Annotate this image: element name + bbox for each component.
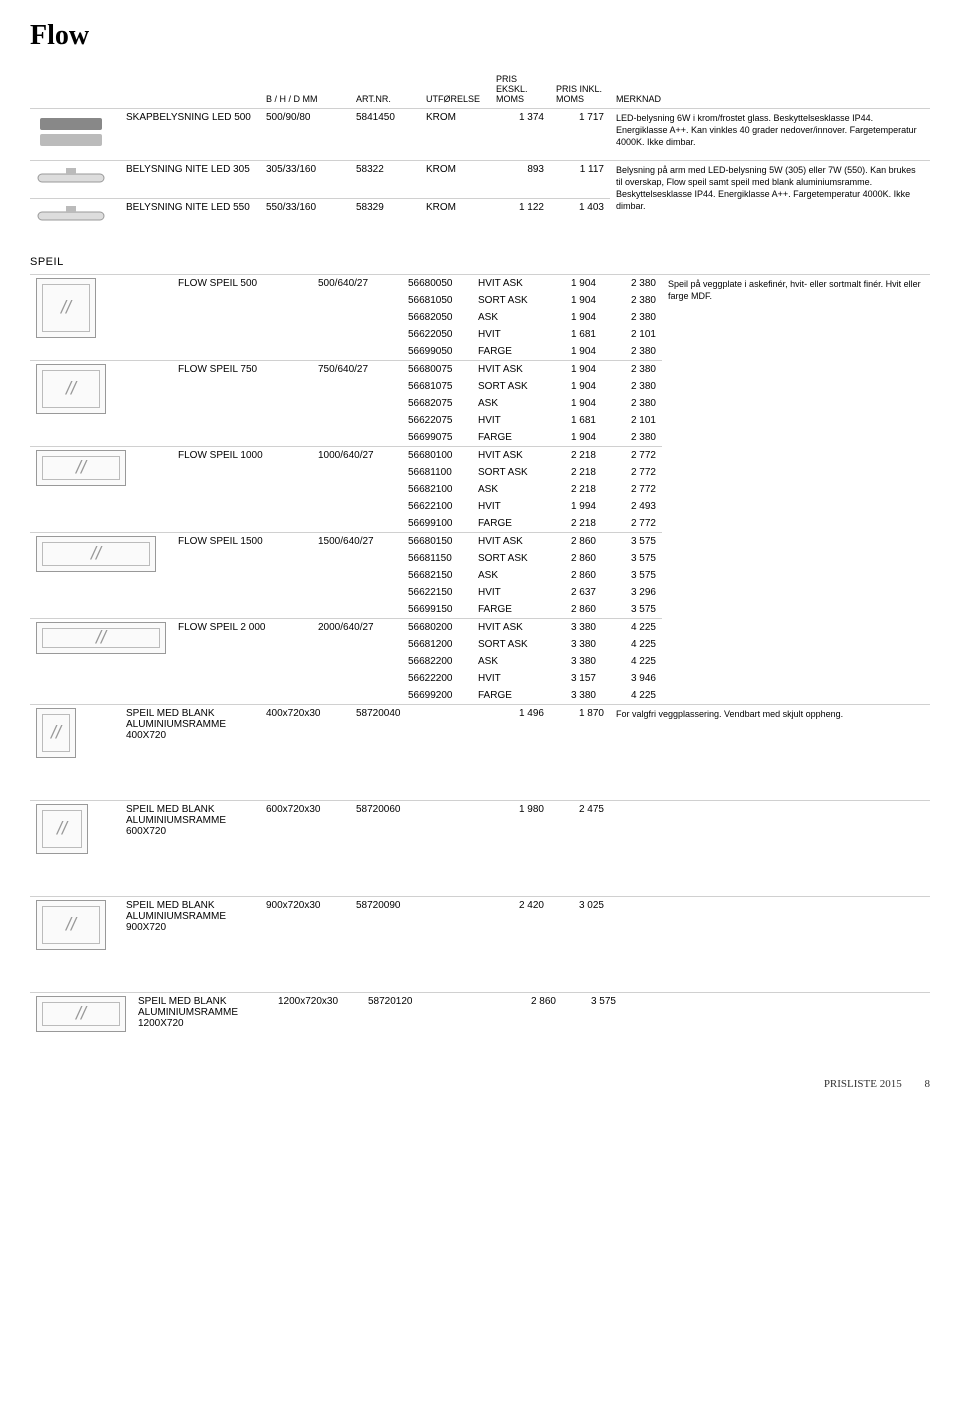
thumb-icon: // <box>36 708 76 758</box>
footer-page: 8 <box>925 1078 931 1090</box>
frame-table: // SPEIL MED BLANK ALUMINIUMSRAMME 900X7… <box>30 896 930 956</box>
product-name: FLOW SPEIL 2 000 <box>172 619 312 705</box>
product-name: BELYSNING NITE LED 305 <box>120 161 260 199</box>
product-name: SPEIL MED BLANK ALUMINIUMSRAMME 1200X720 <box>132 993 272 1039</box>
thumb-icon: // <box>36 996 126 1032</box>
note-cell <box>622 993 930 1039</box>
section-speil: SPEIL <box>30 256 930 268</box>
header-note: MERKNAD <box>610 70 930 109</box>
header-art: ART.NR. <box>350 70 420 109</box>
product-name: SPEIL MED BLANK ALUMINIUMSRAMME 900X720 <box>120 897 260 957</box>
note-cell: Speil på veggplate i askefinér, hvit- el… <box>662 275 930 705</box>
product-name: BELYSNING NITE LED 550 <box>120 199 260 237</box>
thumb-icon: // <box>36 804 88 854</box>
footer: PRISLISTE 2015 8 <box>30 1078 930 1090</box>
page-title: Flow <box>30 20 930 52</box>
frame-table: // SPEIL MED BLANK ALUMINIUMSRAMME 400X7… <box>30 704 930 764</box>
frame-table: // SPEIL MED BLANK ALUMINIUMSRAMME 1200X… <box>30 992 930 1038</box>
header-dim: B / H / D MM <box>260 70 350 109</box>
product-name: FLOW SPEIL 750 <box>172 361 312 447</box>
note-cell: Belysning på arm med LED-belysning 5W (3… <box>610 161 930 237</box>
table-row: SKAPBELYSNING LED 500 500/90/80 5841450 … <box>30 109 930 161</box>
footer-label: PRISLISTE 2015 <box>824 1078 902 1090</box>
table-row: //FLOW SPEIL 500500/640/27 56680050 HVIT… <box>30 275 930 293</box>
lamp-icon <box>36 112 106 154</box>
note-cell <box>610 897 930 957</box>
table-row: BELYSNING NITE LED 305 305/33/160 58322 … <box>30 161 930 199</box>
header-exec: UTFØRELSE <box>420 70 490 109</box>
frame-table: // SPEIL MED BLANK ALUMINIUMSRAMME 600X7… <box>30 800 930 860</box>
product-name: SPEIL MED BLANK ALUMINIUMSRAMME 600X720 <box>120 801 260 861</box>
light-icon <box>36 164 106 192</box>
thumb-icon: // <box>36 900 106 950</box>
thumb-icon: // <box>36 536 156 572</box>
thumb-icon: // <box>36 622 166 654</box>
product-name: SPEIL MED BLANK ALUMINIUMSRAMME 400X720 <box>120 705 260 765</box>
table-row: // SPEIL MED BLANK ALUMINIUMSRAMME 600X7… <box>30 801 930 861</box>
note-cell <box>610 801 930 861</box>
note-cell: For valgfri veggplassering. Vendbart med… <box>610 705 930 765</box>
light-icon <box>36 202 106 230</box>
speil-table: //FLOW SPEIL 500500/640/27 56680050 HVIT… <box>30 274 930 704</box>
table-row: // SPEIL MED BLANK ALUMINIUMSRAMME 1200X… <box>30 993 930 1039</box>
price-table: B / H / D MM ART.NR. UTFØRELSE PRIS EKSK… <box>30 70 930 236</box>
table-row: // SPEIL MED BLANK ALUMINIUMSRAMME 400X7… <box>30 705 930 765</box>
thumb-icon: // <box>36 278 96 338</box>
table-row: // SPEIL MED BLANK ALUMINIUMSRAMME 900X7… <box>30 897 930 957</box>
product-name: FLOW SPEIL 500 <box>172 275 312 361</box>
thumb-icon: // <box>36 364 106 414</box>
product-name: FLOW SPEIL 1500 <box>172 533 312 619</box>
header-p2: PRIS INKL. MOMS <box>550 70 610 109</box>
note-cell: LED-belysning 6W i krom/frostet glass. B… <box>610 109 930 161</box>
header-p1: PRIS EKSKL. MOMS <box>490 70 550 109</box>
thumb-icon: // <box>36 450 126 486</box>
product-name: FLOW SPEIL 1000 <box>172 447 312 533</box>
product-name: SKAPBELYSNING LED 500 <box>120 109 260 161</box>
